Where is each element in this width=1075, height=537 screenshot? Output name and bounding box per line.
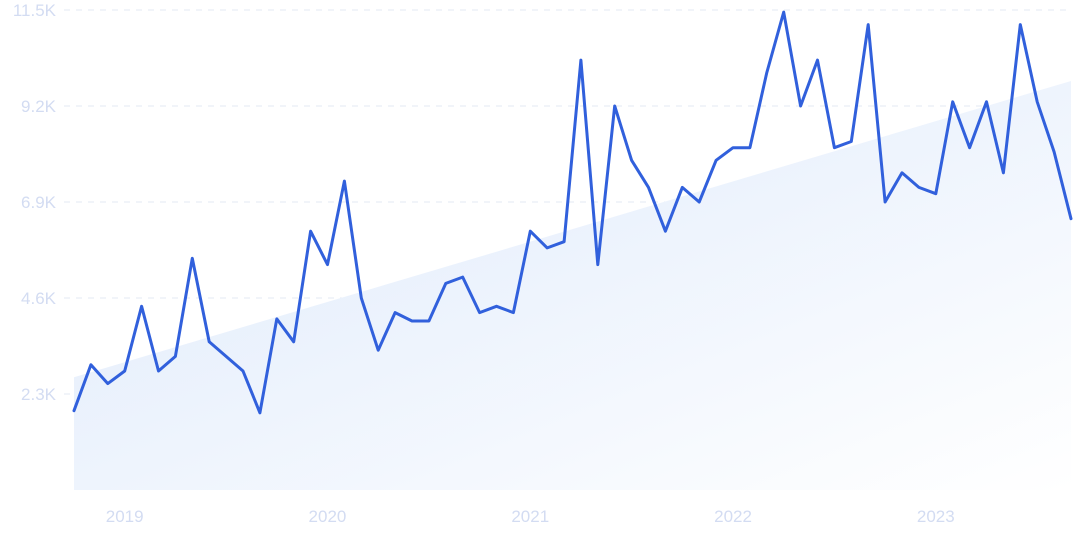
y-tick-label: 4.6K bbox=[21, 289, 57, 308]
x-tick-label: 2021 bbox=[511, 507, 549, 526]
x-axis-tick-labels: 2019 2020 2021 2022 2023 bbox=[106, 507, 955, 526]
x-tick-label: 2020 bbox=[309, 507, 347, 526]
y-tick-label: 11.5K bbox=[13, 1, 57, 20]
x-tick-label: 2023 bbox=[917, 507, 955, 526]
y-tick-label: 9.2K bbox=[21, 97, 57, 116]
series-lines bbox=[72, 10, 1073, 415]
trend-area bbox=[74, 80, 1071, 491]
series-line bbox=[72, 10, 1073, 415]
y-tick-label: 6.9K bbox=[21, 193, 57, 212]
y-tick-label: 2.3K bbox=[21, 385, 57, 404]
trend-area-fill bbox=[74, 80, 1071, 491]
x-tick-label: 2022 bbox=[714, 507, 752, 526]
y-axis-tick-labels: 2.3K 4.6K 6.9K 9.2K 11.5K bbox=[13, 1, 57, 404]
x-tick-label: 2019 bbox=[106, 507, 144, 526]
